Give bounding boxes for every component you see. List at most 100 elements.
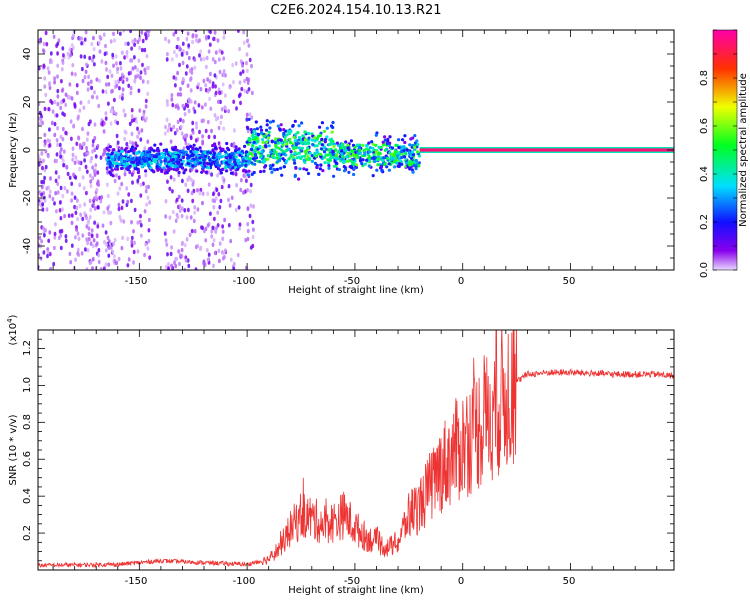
heatmap-cell (68, 251, 72, 257)
heatmap-cell (48, 82, 51, 87)
heatmap-cell (259, 128, 264, 132)
heatmap-cell (197, 103, 201, 108)
heatmap-cell (361, 143, 365, 147)
heatmap-cell (86, 131, 90, 136)
heatmap-cell (255, 127, 259, 131)
heatmap-cell (339, 146, 343, 150)
heatmap-cell (204, 83, 208, 88)
heatmap-cell (352, 153, 356, 157)
heatmap-cell (231, 162, 235, 166)
heatmap-cell (107, 262, 111, 267)
heatmap-cell (218, 152, 222, 156)
heatmap-cell (240, 86, 244, 92)
heatmap-cell (153, 143, 157, 147)
heatmap-cell (131, 39, 135, 44)
heatmap-cell (93, 90, 96, 95)
heatmap-cell (121, 96, 124, 101)
heatmap-cell (95, 241, 99, 246)
heatmap-cell (410, 168, 414, 172)
heatmap-cell (97, 253, 100, 258)
heatmap-cell (123, 160, 127, 164)
heatmap-cell (173, 131, 177, 136)
heatmap-cell (129, 147, 133, 152)
heatmap-cell (381, 140, 385, 144)
heatmap-cell (201, 139, 205, 144)
heatmap-cell (215, 225, 219, 231)
heatmap-cell (246, 38, 250, 43)
heatmap-cell (228, 203, 232, 208)
heatmap-cell (125, 77, 129, 82)
heatmap-cell (152, 170, 156, 174)
heatmap-cell (352, 166, 356, 170)
heatmap-cell (85, 215, 88, 221)
heatmap-cell (383, 162, 387, 166)
heatmap-cell (269, 150, 273, 154)
heatmap-cell (43, 84, 47, 89)
heatmap-cell (239, 71, 243, 76)
heatmap-cell (219, 198, 223, 204)
heatmap-cell (183, 112, 187, 117)
heatmap-cell (212, 156, 216, 160)
heatmap-cell (194, 138, 198, 143)
heatmap-cell (178, 208, 182, 213)
heatmap-cell (53, 99, 57, 105)
heatmap-cell (171, 189, 174, 194)
heatmap-cell (238, 92, 242, 97)
heatmap-cell (203, 154, 208, 158)
heatmap-cell (342, 169, 347, 173)
heatmap-cell (171, 209, 175, 215)
heatmap-cell (136, 126, 139, 131)
heatmap-cell (45, 42, 49, 47)
heatmap-cell (206, 191, 210, 196)
heatmap-cell (46, 154, 50, 159)
heatmap-cell (358, 159, 363, 163)
heatmap-cell (70, 198, 73, 203)
heatmap-cell (320, 121, 324, 125)
heatmap-cell (52, 34, 56, 39)
heatmap-cell (235, 183, 239, 188)
heatmap-cell (83, 54, 87, 59)
heatmap-cell (93, 169, 96, 174)
heatmap-cell (118, 86, 121, 91)
heatmap-cell (293, 161, 297, 165)
heatmap-cell (107, 148, 111, 152)
heatmap-cell (115, 133, 119, 139)
heatmap-cell (388, 135, 392, 139)
heatmap-cell (293, 139, 297, 143)
heatmap-cell (334, 161, 338, 165)
heatmap-cell (102, 266, 106, 270)
heatmap-cell (170, 93, 174, 98)
heatmap-cell (344, 149, 348, 153)
heatmap-cell (198, 129, 201, 135)
heatmap-cell (104, 60, 108, 66)
heatmap-cell (83, 75, 87, 80)
heatmap-cell (84, 247, 87, 252)
heatmap-cell (371, 142, 375, 146)
heatmap-cell (139, 233, 143, 238)
heatmap-cell (96, 144, 100, 149)
heatmap-cell (323, 140, 327, 144)
heatmap-cell (176, 70, 180, 76)
heatmap-cell (183, 243, 187, 248)
heatmap-cell (172, 148, 176, 152)
heatmap-cell (306, 146, 310, 150)
heatmap-cell (178, 62, 181, 68)
heatmap-cell (245, 125, 249, 129)
heatmap-cell (78, 143, 82, 148)
heatmap-cell (190, 228, 194, 234)
heatmap-cell (125, 186, 129, 191)
heatmap-cell (185, 51, 189, 56)
heatmap-cell (403, 134, 407, 138)
heatmap-cell (408, 159, 413, 163)
heatmap-cell (232, 99, 236, 105)
heatmap-cell (139, 182, 143, 188)
heatmap-cell (128, 169, 132, 175)
heatmap-cell (205, 36, 208, 41)
heatmap-cell (111, 52, 115, 58)
heatmap-cell (118, 186, 122, 191)
heatmap-cell (202, 78, 206, 84)
heatmap-cell (195, 159, 199, 163)
heatmap-cell (282, 165, 286, 169)
heatmap-cell (328, 153, 332, 157)
heatmap-cell (132, 249, 136, 255)
